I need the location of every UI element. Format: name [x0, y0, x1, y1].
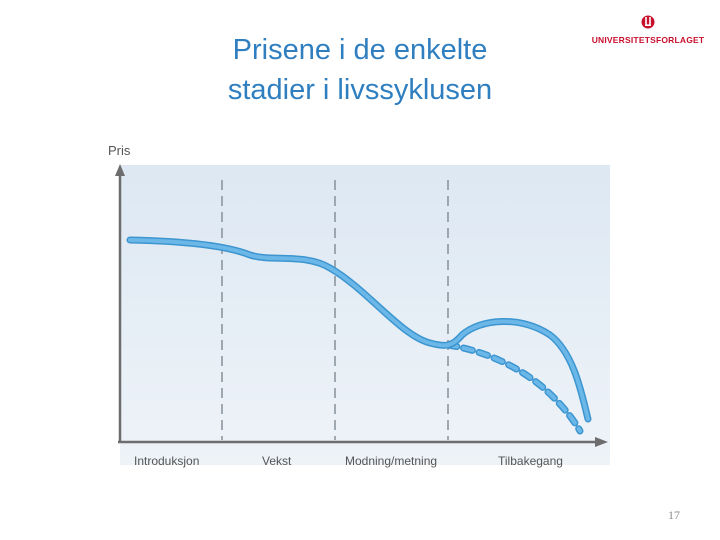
price-curve	[128, 238, 590, 421]
publisher-logo-icon	[641, 15, 655, 29]
publisher-logo-text: UNIVERSITETSFORLAGET	[591, 35, 705, 45]
slide-title: Prisene i de enkelte stadier i livssyklu…	[150, 30, 570, 110]
y-axis-arrow-icon	[115, 164, 125, 176]
stage-label-tilbakegang: Tilbakegang	[498, 454, 563, 468]
publisher-logo: UNIVERSITETSFORLAGET	[585, 12, 711, 46]
diagram-background	[120, 165, 610, 465]
price-lifecycle-diagram: Pris Introduksjon Vekst Modning/metning …	[108, 143, 610, 468]
price-curve-alternative	[446, 343, 582, 433]
slide-title-line-2: stadier i livssyklusen	[227, 74, 493, 106]
y-axis-label: Pris	[108, 143, 131, 158]
stage-label-vekst: Vekst	[262, 454, 292, 468]
stage-label-modning: Modning/metning	[345, 454, 437, 468]
stage-label-introduksjon: Introduksjon	[134, 454, 199, 468]
x-axis-arrow-icon	[595, 437, 608, 447]
page-number: 17	[668, 508, 680, 522]
slide-title-line-1: Prisene i de enkelte	[232, 34, 488, 66]
